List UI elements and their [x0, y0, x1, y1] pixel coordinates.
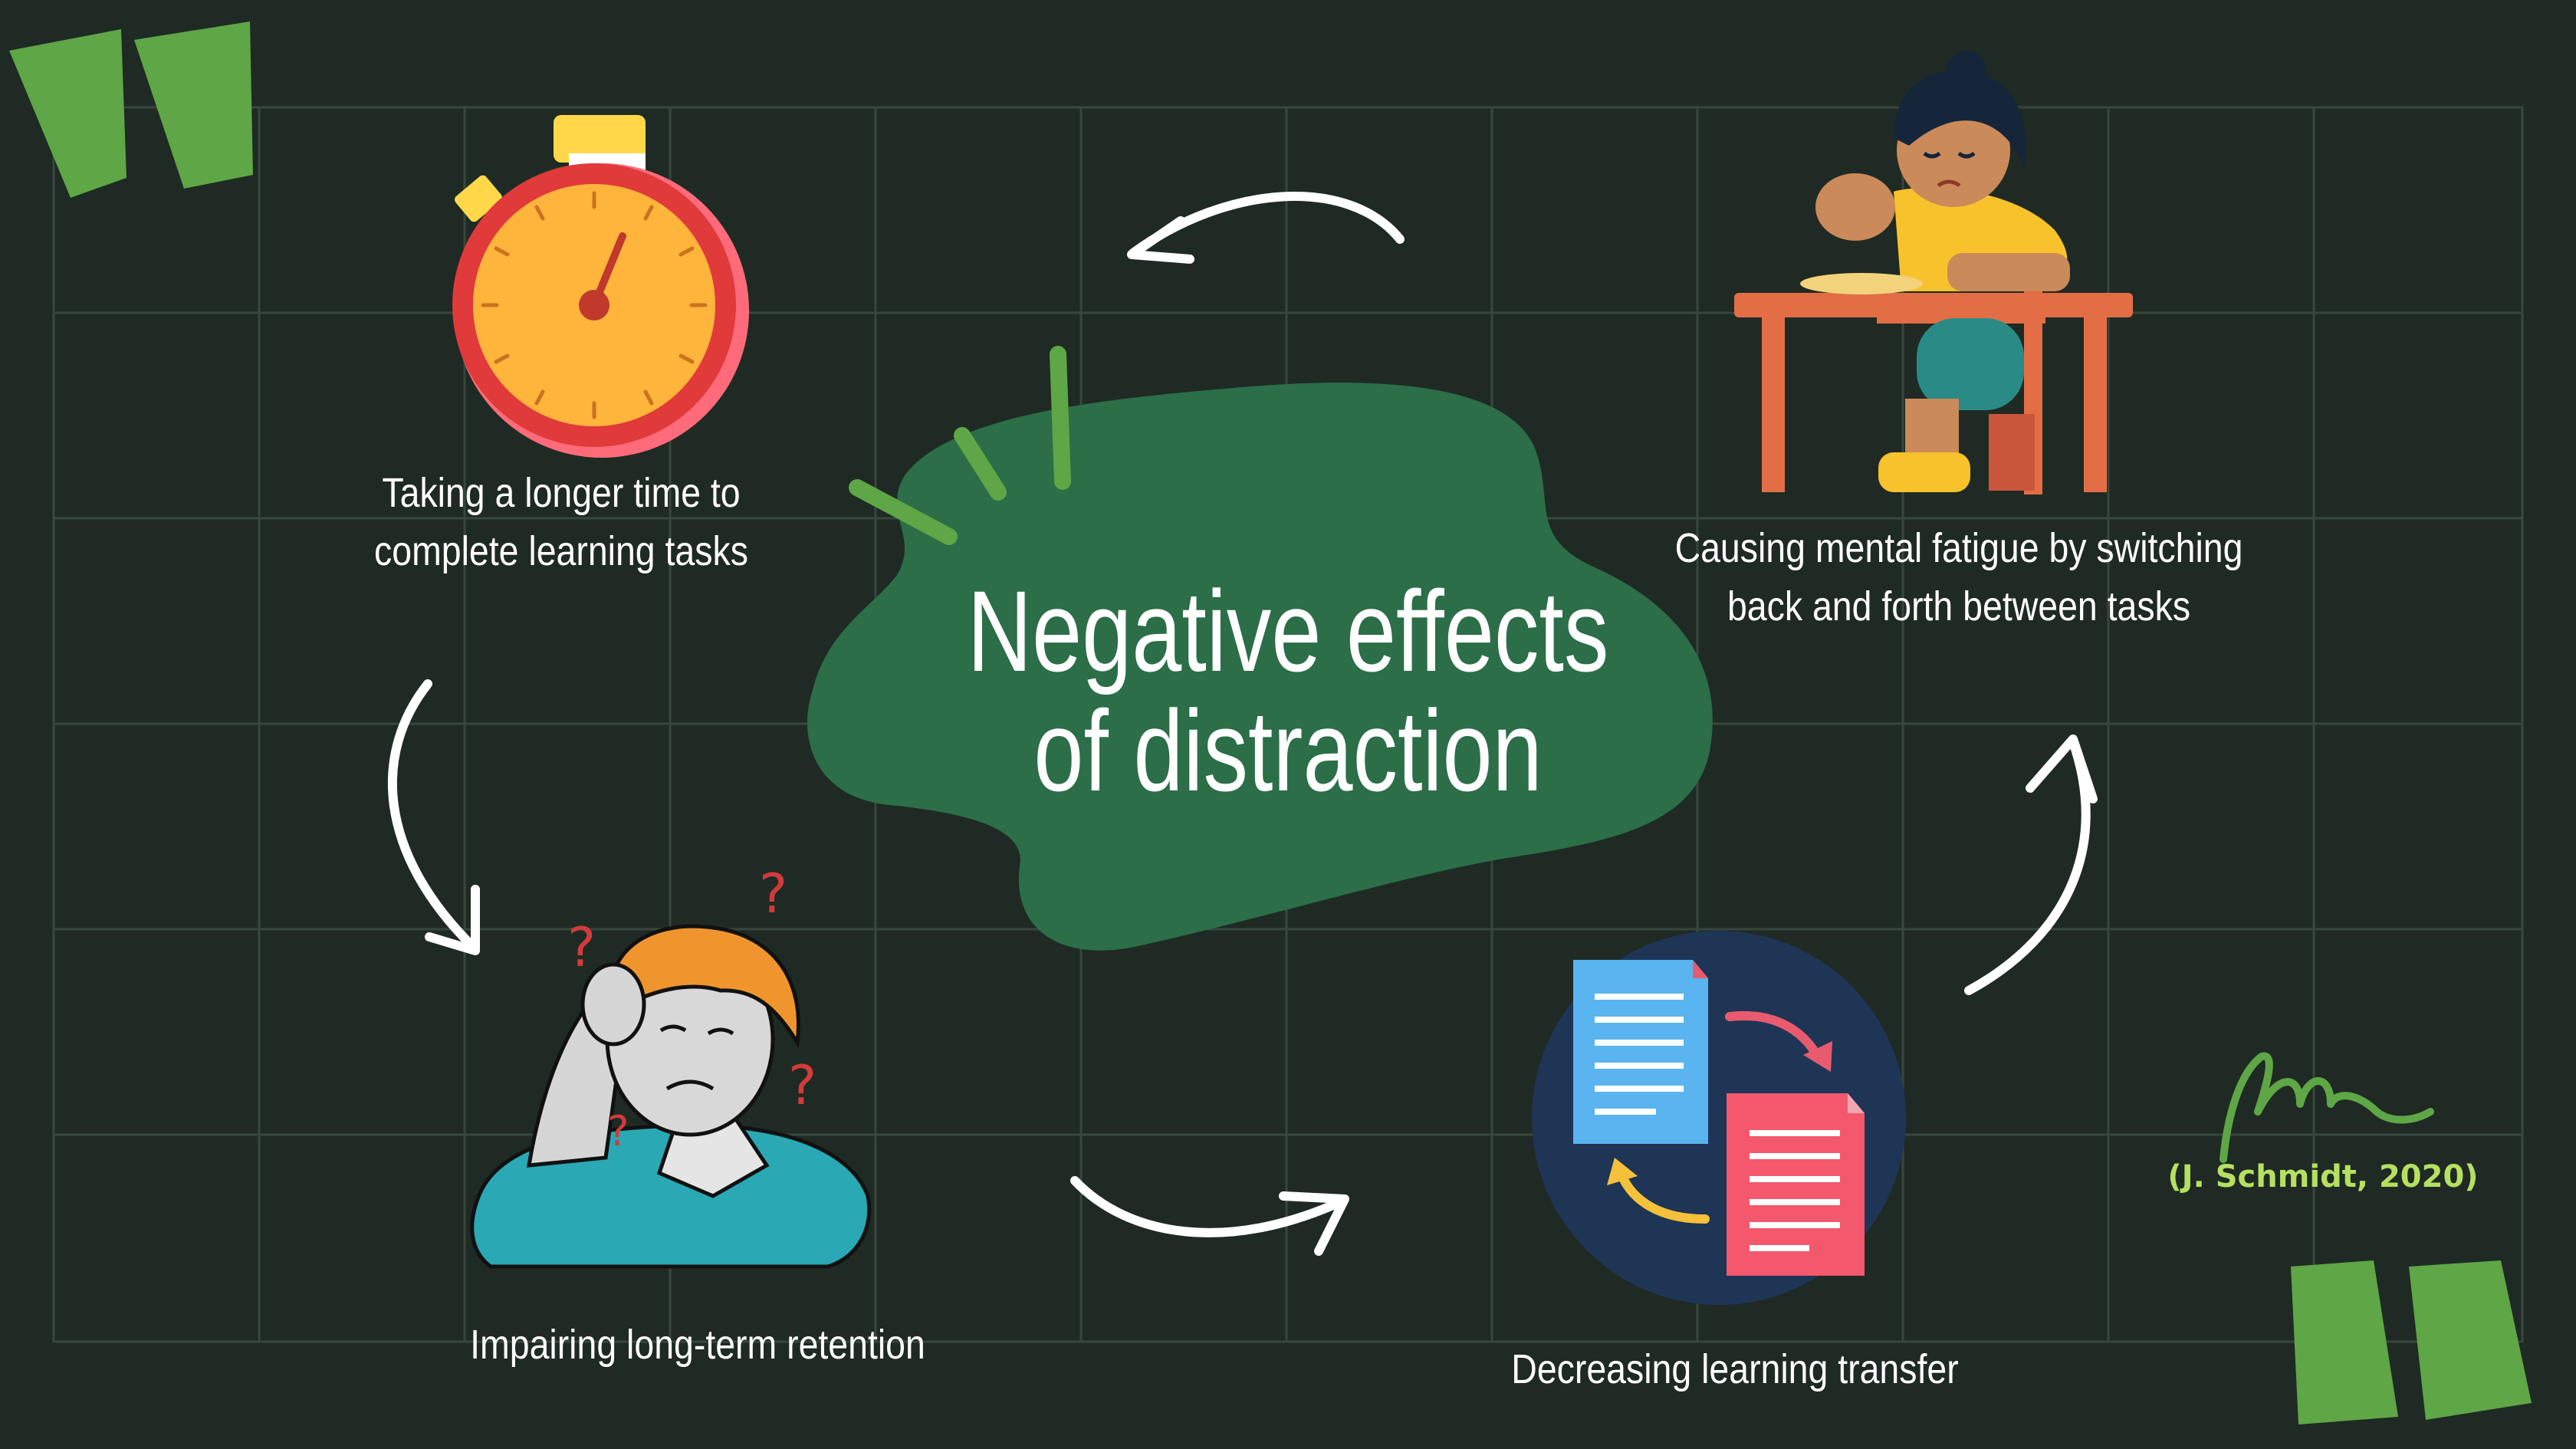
- tired-student-at-desk-icon: [1734, 51, 2133, 495]
- stopwatch-icon: [452, 115, 749, 458]
- effect-label-mental-fatigue: Causing mental fatigue by switching back…: [1662, 519, 2256, 636]
- effect-label-long-term-retention: Impairing long-term retention: [467, 1316, 928, 1374]
- citation: (J. Schmidt, 2020): [2167, 1159, 2479, 1194]
- effect-label-line: Impairing long-term retention: [470, 1322, 925, 1368]
- cycle-arrows: [387, 192, 2098, 1256]
- svg-text:?: ?: [759, 863, 787, 925]
- arrow-bottom-icon: [1070, 1176, 1349, 1256]
- arrow-right-icon: [1964, 734, 2098, 995]
- effect-label-line: back and forth between tasks: [1727, 583, 2191, 629]
- effect-label-line: complete learning tasks: [374, 528, 748, 574]
- open-quote-icon: [9, 21, 253, 198]
- title-line-2: of distraction: [1033, 686, 1543, 815]
- effect-label-learning-transfer: Decreasing learning transfer: [1504, 1340, 1966, 1398]
- title-line-1: Negative effects: [967, 567, 1609, 695]
- arrow-top-icon: [1127, 192, 1405, 264]
- documents-transfer-icon: [1532, 931, 1906, 1305]
- arrow-left-icon: [387, 679, 480, 955]
- effect-label-line: Taking a longer time to: [382, 470, 741, 516]
- close-quote-icon: [2291, 1260, 2532, 1424]
- page-title: Negative effects of distraction: [959, 571, 1617, 810]
- confused-man-icon: ? ? ? ?: [470, 863, 872, 1269]
- svg-text:?: ?: [607, 1107, 629, 1155]
- svg-text:?: ?: [567, 916, 596, 979]
- signature-icon: [2220, 1052, 2434, 1163]
- svg-text:?: ?: [788, 1054, 816, 1117]
- effect-label-line: Decreasing learning transfer: [1511, 1346, 1959, 1392]
- title-blob: [807, 346, 1713, 951]
- effect-label-longer-time: Taking a longer time to complete learnin…: [363, 464, 759, 580]
- effect-label-line: Causing mental fatigue by switching: [1674, 525, 2243, 571]
